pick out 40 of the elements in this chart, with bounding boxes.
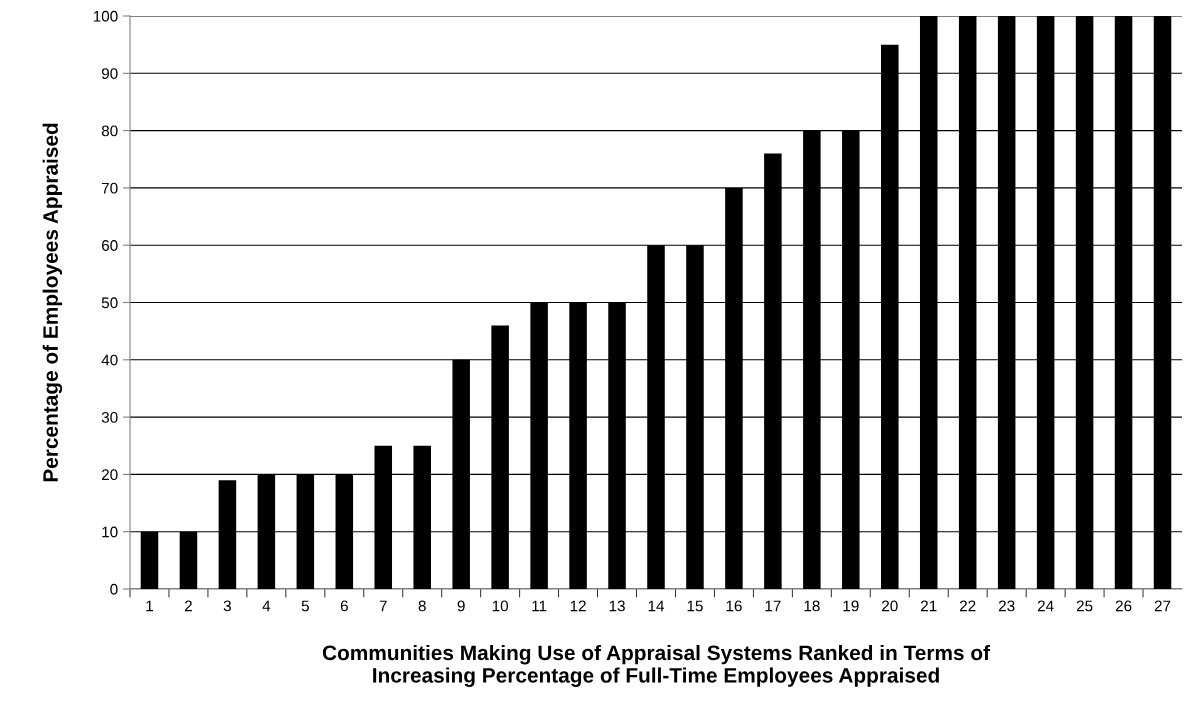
y-tick-label: 10 bbox=[102, 526, 118, 538]
x-tick-label: 12 bbox=[570, 600, 586, 612]
x-tick-label: 16 bbox=[726, 600, 742, 612]
x-tick-label: 4 bbox=[262, 600, 271, 612]
y-tick-label: 30 bbox=[101, 411, 118, 423]
y-tick-label: 100 bbox=[93, 10, 118, 22]
y-tick-label: 90 bbox=[101, 68, 118, 79]
x-tick-label: 21 bbox=[921, 600, 937, 612]
y-tick-label: 40 bbox=[101, 354, 118, 366]
y-tick-label: 0 bbox=[110, 583, 118, 595]
x-tick-label: 11 bbox=[532, 600, 547, 612]
y-tick-label: 20 bbox=[101, 469, 118, 481]
x-tick-label: 7 bbox=[379, 600, 387, 612]
x-tick-label: 24 bbox=[1037, 600, 1054, 612]
x-tick-label: 2 bbox=[184, 600, 192, 612]
x-tick-label: 3 bbox=[223, 600, 231, 612]
x-tick-label: 19 bbox=[843, 600, 859, 612]
y-tick-label: 60 bbox=[101, 240, 118, 251]
x-tick-label: 20 bbox=[882, 600, 898, 612]
x-tick-label: 27 bbox=[1154, 600, 1171, 612]
x-tick-label: 5 bbox=[301, 600, 309, 612]
x-tick-label: 25 bbox=[1076, 600, 1093, 612]
x-tick-label: 6 bbox=[340, 600, 348, 612]
x-tick-label: 10 bbox=[492, 600, 509, 612]
x-tick-label: 26 bbox=[1115, 600, 1132, 612]
x-tick-label: 14 bbox=[648, 600, 665, 612]
y-tick-label: 70 bbox=[101, 182, 118, 194]
x-tick-label: 17 bbox=[765, 600, 781, 612]
x-tick-label: 8 bbox=[418, 600, 426, 612]
y-tick-label: 50 bbox=[101, 297, 118, 309]
x-tick-label: 18 bbox=[804, 600, 820, 612]
x-tick-label: 15 bbox=[687, 600, 703, 612]
x-axis-title: Communities Making Use of Appraisal Systems Ranked in Terms of Increasing Percentage of Full-Time Employees Appraised bbox=[322, 644, 991, 687]
y-axis-title: Percentage of Employees Appraised bbox=[42, 123, 63, 482]
x-tick-label: 1 bbox=[146, 600, 153, 612]
x-tick-label: 23 bbox=[998, 600, 1015, 612]
x-tick-label: 9 bbox=[457, 600, 465, 612]
x-tick-label: 22 bbox=[959, 600, 976, 612]
x-tick-label: 13 bbox=[609, 600, 625, 612]
y-tick-label: 80 bbox=[101, 125, 118, 137]
